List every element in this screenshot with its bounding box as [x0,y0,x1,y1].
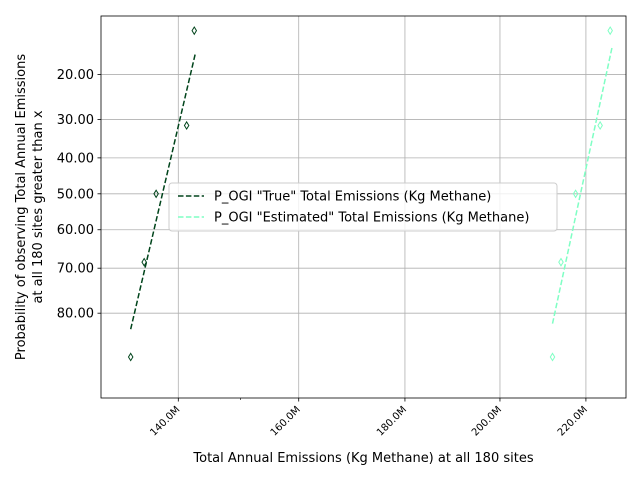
series-layer [127,26,613,362]
series-1-point-5 [191,26,198,36]
x-axis-label: Total Annual Emissions (Kg Methane) at a… [192,451,533,466]
y-tick-label: 20.00 [57,68,94,83]
y-tick-label: 30.00 [57,113,94,128]
legend-label-1: P_OGI "True" Total Emissions (Kg Methane… [214,190,491,205]
y-axis-label-line-2: at all 180 sites greater than x [31,110,46,303]
y-tick-label: 40.00 [57,151,94,166]
legend-box [168,182,558,232]
y-axis-label-line-1: Probability of observing Total Annual Em… [14,54,29,360]
series-2-point-4 [597,120,603,131]
series-2-point-5 [607,26,613,36]
y-tick-label: 70.00 [57,262,94,277]
y-tick-label: 80.00 [57,307,94,322]
legend-label-2: P_OGI "Estimated" Total Emissions (Kg Me… [214,211,529,226]
series-1-point-2 [141,257,147,267]
series-1-point-3 [153,189,159,199]
series-1-point-1 [127,352,134,362]
series-1-point-4 [183,120,190,131]
series-2-point-3 [572,189,579,199]
plot-frame [100,15,627,399]
y-tick-label: 50.00 [57,187,94,202]
series-2-point-1 [549,352,556,362]
series-2-point-2 [558,257,564,267]
y-tick-label: 60.00 [57,223,94,238]
legend: P_OGI "True" Total Emissions (Kg Methane… [168,182,558,232]
